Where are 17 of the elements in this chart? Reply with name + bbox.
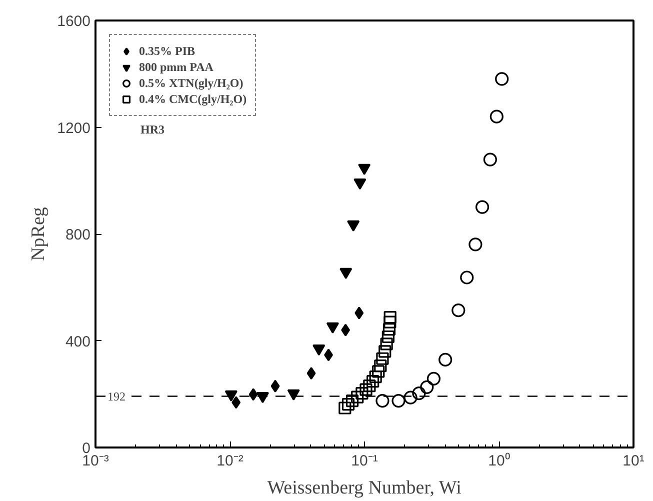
y-tick-label: 1600 — [57, 13, 91, 30]
annotation: HR3 — [140, 122, 164, 136]
ref-line-label: 192 — [108, 389, 126, 404]
x-axis-title: Weissenberg Number, Wi — [267, 478, 462, 498]
y-tick-label: 1200 — [57, 120, 91, 137]
x-tick-label: 10⁻³ — [82, 452, 109, 470]
x-tick-label: 10⁻² — [216, 452, 244, 470]
y-axis-title: NpReg — [28, 206, 50, 261]
legend-label: 0.5% XTN(gly/H₂O) — [139, 75, 244, 91]
legend-label: 0.35% PIB — [139, 43, 196, 59]
x-tick-label: 10¹ — [622, 452, 644, 470]
x-tick-label: 10⁻¹ — [351, 452, 378, 470]
legend-label: 0.4% CMC(gly/H₂O) — [139, 91, 247, 107]
y-tick-label: 800 — [65, 226, 91, 244]
legend-label: 800 pmm PAA — [139, 59, 214, 75]
y-tick-label: 400 — [65, 333, 91, 350]
x-tick-label: 10⁰ — [488, 452, 510, 470]
